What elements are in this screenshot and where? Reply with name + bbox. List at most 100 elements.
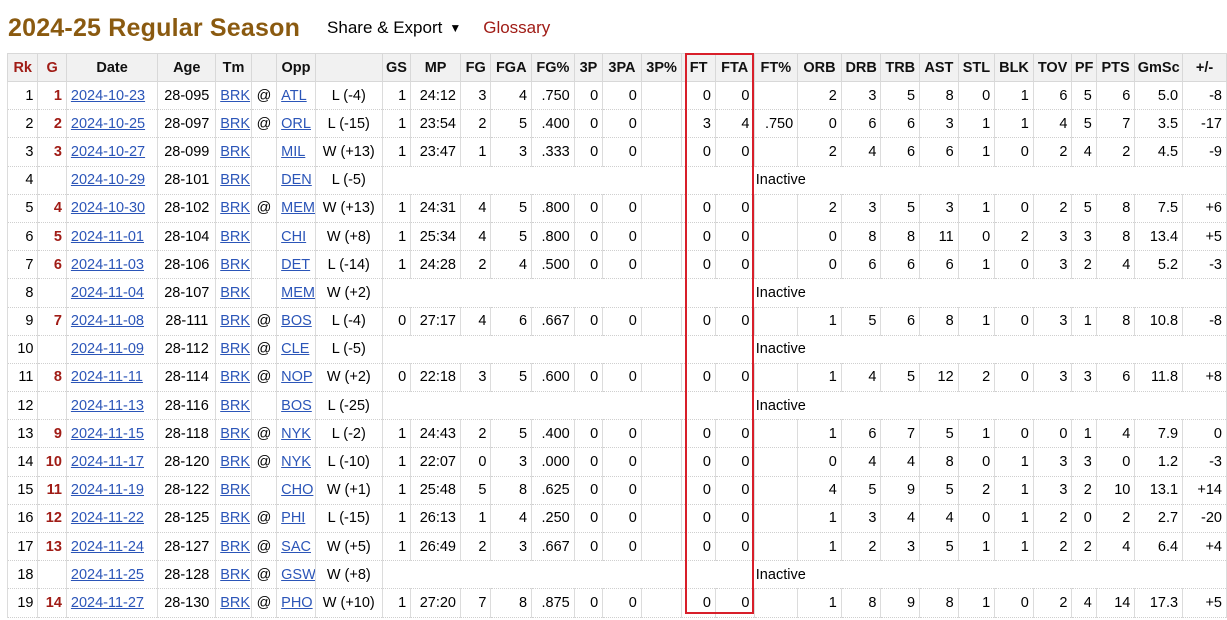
column-header-tm[interactable]: Tm xyxy=(215,53,252,82)
cell-team-link[interactable]: BRK xyxy=(220,482,251,499)
cell-date-link[interactable]: 2024-11-24 xyxy=(70,538,145,555)
column-header-tpp[interactable]: 3P% xyxy=(640,53,683,82)
cell-opponent-link[interactable]: ATL xyxy=(281,87,307,104)
cell-opponent-link[interactable]: NOP xyxy=(281,369,313,386)
cell-date-link[interactable]: 2024-11-01 xyxy=(70,228,145,245)
cell-opponent-link[interactable]: PHI xyxy=(281,510,306,527)
cell-pf: 4 xyxy=(1071,137,1097,167)
column-header-blk[interactable]: BLK xyxy=(994,53,1034,82)
cell-fga: 4 xyxy=(490,80,533,111)
cell-opponent-link[interactable]: GSW xyxy=(281,566,316,583)
cell-date-link[interactable]: 2024-10-27 xyxy=(70,143,146,160)
column-header-drb[interactable]: DRB xyxy=(840,53,882,82)
cell-date-link[interactable]: 2024-10-29 xyxy=(70,172,146,189)
share-export-button[interactable]: Share & Export ▼ xyxy=(327,18,461,38)
cell-team: BRK xyxy=(215,560,252,590)
cell-team-link[interactable]: BRK xyxy=(220,510,251,527)
cell-team-link[interactable]: BRK xyxy=(220,87,251,104)
cell-date-link[interactable]: 2024-11-19 xyxy=(70,482,145,499)
cell-team: BRK xyxy=(215,362,252,393)
cell-opponent-link[interactable]: CHO xyxy=(281,482,314,499)
column-header-pts[interactable]: PTS xyxy=(1095,53,1136,82)
column-header-date[interactable]: Date xyxy=(65,53,159,82)
cell-team-link[interactable]: BRK xyxy=(220,115,251,132)
column-header-res[interactable] xyxy=(314,53,383,82)
cell-mp: 22:07 xyxy=(410,447,461,477)
column-header-age[interactable]: Age xyxy=(157,53,217,82)
column-header-ft[interactable]: FT xyxy=(681,53,716,82)
cell-date-link[interactable]: 2024-11-27 xyxy=(70,594,145,611)
cell-location xyxy=(250,278,278,308)
column-header-tpa[interactable]: 3PA xyxy=(602,53,642,82)
column-header-ftp[interactable]: FT% xyxy=(753,53,799,82)
column-header-gmsc[interactable]: GmSc xyxy=(1134,53,1184,82)
cell-opponent-link[interactable]: MEM xyxy=(281,284,315,301)
column-header-g[interactable]: G xyxy=(37,53,67,82)
cell-opponent-link[interactable]: BOS xyxy=(281,313,312,330)
cell-date-link[interactable]: 2024-11-04 xyxy=(70,284,145,301)
cell-team-link[interactable]: BRK xyxy=(220,313,251,330)
cell-team-link[interactable]: BRK xyxy=(220,594,251,611)
cell-team-link[interactable]: BRK xyxy=(220,454,251,471)
cell-team-link[interactable]: BRK xyxy=(220,341,251,358)
cell-date-link[interactable]: 2024-11-17 xyxy=(70,454,145,471)
cell-team-link[interactable]: BRK xyxy=(220,566,251,583)
column-header-mp[interactable]: MP xyxy=(410,53,461,82)
column-header-ast[interactable]: AST xyxy=(919,53,959,82)
cell-pf: 5 xyxy=(1071,80,1097,111)
cell-date-link[interactable]: 2024-11-22 xyxy=(70,510,145,527)
column-header-trb[interactable]: TRB xyxy=(880,53,921,82)
cell-opponent-link[interactable]: DET xyxy=(281,256,311,273)
cell-date-link[interactable]: 2024-11-13 xyxy=(70,397,145,414)
column-header-pf[interactable]: PF xyxy=(1071,53,1097,82)
cell-opponent-link[interactable]: ORL xyxy=(281,115,311,132)
glossary-link[interactable]: Glossary xyxy=(483,18,551,37)
cell-team-link[interactable]: BRK xyxy=(220,284,251,301)
cell-opponent-link[interactable]: MIL xyxy=(281,143,306,160)
column-header-gs[interactable]: GS xyxy=(381,53,412,82)
cell-team-link[interactable]: BRK xyxy=(220,256,251,273)
cell-opponent-link[interactable]: CHI xyxy=(281,228,307,245)
column-header-fta[interactable]: FTA xyxy=(714,53,755,82)
cell-fgp: .250 xyxy=(531,503,575,534)
cell-date-link[interactable]: 2024-11-09 xyxy=(70,341,145,358)
cell-opponent-link[interactable]: PHO xyxy=(281,594,313,611)
cell-drb: 8 xyxy=(840,588,882,618)
cell-opponent-link[interactable]: BOS xyxy=(281,397,312,414)
cell-gs: 0 xyxy=(381,362,412,393)
cell-date-link[interactable]: 2024-10-25 xyxy=(70,115,146,132)
cell-gs: 1 xyxy=(381,447,412,477)
column-header-fgp[interactable]: FG% xyxy=(531,53,575,82)
cell-team-link[interactable]: BRK xyxy=(220,228,251,245)
column-header-opp[interactable]: Opp xyxy=(276,53,316,82)
column-header-fg[interactable]: FG xyxy=(459,53,492,82)
cell-opponent-link[interactable]: NYK xyxy=(281,425,311,442)
cell-opponent-link[interactable]: DEN xyxy=(281,172,312,189)
column-header-loc[interactable] xyxy=(250,53,278,82)
cell-opponent-link[interactable]: NYK xyxy=(281,454,311,471)
column-header-pm[interactable]: +/- xyxy=(1182,53,1227,82)
column-header-orb[interactable]: ORB xyxy=(797,53,842,82)
column-header-rk[interactable]: Rk xyxy=(6,53,39,82)
cell-team-link[interactable]: BRK xyxy=(220,538,251,555)
cell-date-link[interactable]: 2024-11-25 xyxy=(70,566,145,583)
cell-team-link[interactable]: BRK xyxy=(220,172,251,189)
cell-team-link[interactable]: BRK xyxy=(220,425,251,442)
cell-team-link[interactable]: BRK xyxy=(220,143,251,160)
cell-opponent-link[interactable]: MEM xyxy=(281,200,315,217)
cell-date-link[interactable]: 2024-10-30 xyxy=(70,200,146,217)
cell-date-link[interactable]: 2024-11-03 xyxy=(70,256,145,273)
cell-opponent-link[interactable]: CLE xyxy=(281,341,310,358)
cell-date-link[interactable]: 2024-11-11 xyxy=(70,369,143,386)
cell-opponent-link[interactable]: SAC xyxy=(281,538,311,555)
cell-date-link[interactable]: 2024-10-23 xyxy=(70,87,146,104)
cell-team-link[interactable]: BRK xyxy=(220,369,251,386)
column-header-tp[interactable]: 3P xyxy=(573,53,604,82)
cell-date-link[interactable]: 2024-11-08 xyxy=(70,313,145,330)
cell-date-link[interactable]: 2024-11-15 xyxy=(70,425,145,442)
cell-team-link[interactable]: BRK xyxy=(220,397,251,414)
column-header-stl[interactable]: STL xyxy=(957,53,996,82)
column-header-tov[interactable]: TOV xyxy=(1032,53,1073,82)
column-header-fga[interactable]: FGA xyxy=(490,53,533,82)
cell-team-link[interactable]: BRK xyxy=(220,200,251,217)
